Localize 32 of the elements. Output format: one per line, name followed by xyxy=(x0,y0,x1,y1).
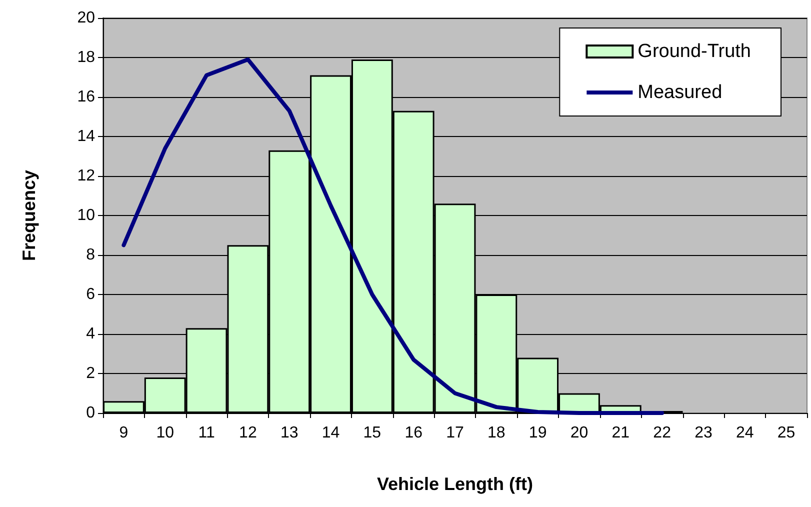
y-tick-label: 20 xyxy=(77,10,96,26)
y-tick-label: 12 xyxy=(77,168,96,184)
x-tick-label: 16 xyxy=(404,424,423,442)
y-tick-label: 16 xyxy=(77,88,96,106)
y-tick-label: 4 xyxy=(86,326,96,342)
x-tick-label: 11 xyxy=(198,424,215,442)
x-tick-label: 10 xyxy=(156,424,174,442)
x-tick-label: 9 xyxy=(119,424,128,442)
x-tick-label: 25 xyxy=(777,424,796,442)
y-tick-label: 18 xyxy=(77,49,96,66)
y-axis-title: Frequency xyxy=(19,170,39,262)
x-axis-title: Vehicle Length (ft) xyxy=(376,474,534,494)
y-tick-label: 8 xyxy=(86,246,96,264)
x-tick-label: 18 xyxy=(488,424,506,442)
y-tick-label: 14 xyxy=(77,128,96,145)
y-tick-label: 10 xyxy=(77,207,96,224)
x-tick-label: 19 xyxy=(528,424,547,442)
x-tick-label: 12 xyxy=(239,424,257,442)
x-tick-label: 21 xyxy=(612,424,630,442)
legend-label: Measured xyxy=(638,82,722,103)
x-tick-label: 13 xyxy=(280,424,298,442)
x-tick-label: 22 xyxy=(653,424,672,442)
y-tick-label: 2 xyxy=(86,365,96,382)
x-tick-label: 23 xyxy=(694,424,712,442)
y-tick-label: 0 xyxy=(86,404,96,422)
x-tick-label: 14 xyxy=(322,424,340,442)
x-tick-label: 20 xyxy=(570,424,588,442)
legend-label: Ground-Truth xyxy=(638,41,751,62)
x-tick-label: 15 xyxy=(363,424,382,442)
x-tick-label: 24 xyxy=(736,424,754,442)
x-tick-label: 17 xyxy=(446,424,464,442)
y-tick-label: 6 xyxy=(86,286,96,303)
